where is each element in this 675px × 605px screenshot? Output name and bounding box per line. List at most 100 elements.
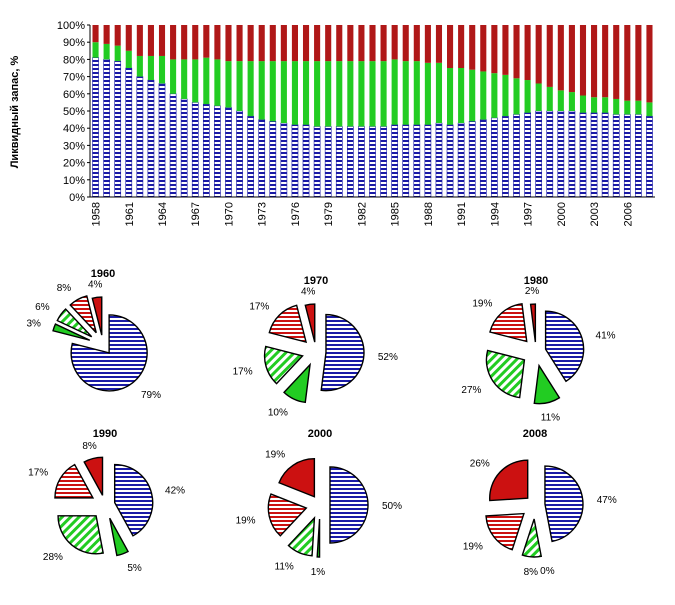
bar-segment-blue	[601, 112, 609, 198]
pie-slice-label: 10%	[268, 408, 288, 419]
bar-segment-green	[247, 61, 254, 117]
bar-segment-blue	[147, 79, 155, 198]
bar-segment-red	[325, 25, 332, 62]
x-tick-label: 1958	[91, 202, 103, 226]
y-tick-label: 20%	[63, 158, 85, 170]
bar-segment-red	[103, 25, 110, 44]
pie-slice-label: 5%	[127, 563, 142, 574]
bar-segment-red	[192, 25, 199, 60]
pie-slice-label: 6%	[35, 302, 50, 313]
bar-segment-blue	[346, 126, 354, 198]
bar-segment-green	[225, 61, 232, 108]
bar-segment-green	[103, 43, 110, 60]
pie-slice-label: 17%	[28, 467, 48, 478]
bar-segment-blue	[202, 103, 210, 198]
bar-segment-blue	[247, 115, 254, 198]
bar-segment-red	[369, 25, 376, 62]
bar-segment-blue	[623, 114, 631, 198]
bar-segment-blue	[524, 112, 531, 198]
bar-segment-red	[635, 25, 642, 101]
bar-segment-green	[192, 59, 199, 103]
y-tick-label: 0%	[69, 192, 85, 204]
pie-slice-label: 19%	[236, 515, 256, 526]
pie-slice-label: 2%	[525, 286, 540, 297]
pie-2000: 2000 50% 1% 11% 19% 19%	[236, 428, 403, 578]
x-tick-label: 2006	[622, 202, 634, 226]
pie-slice-green-hatched	[56, 308, 93, 338]
bar-segment-green	[214, 59, 221, 106]
bar-segment-red	[546, 25, 553, 87]
bar-segment-green	[258, 61, 265, 120]
bar-segment-red	[568, 25, 575, 93]
bar-segment-blue	[413, 124, 421, 198]
bar-segment-red	[358, 25, 365, 62]
pie-title: 2008	[523, 428, 547, 440]
bar-segment-green	[147, 55, 154, 81]
stacked-bar-chart: 0%10%20%30%40%50%60%70%80%90%100% 1958 19…	[9, 20, 655, 226]
pie-slice-label: 8%	[57, 283, 72, 294]
bar-segment-red	[214, 25, 221, 60]
bar-segment-blue	[258, 119, 266, 198]
bar-segment-blue	[491, 117, 498, 198]
pie-slice-blue-hatched	[320, 313, 365, 392]
pie-slice-green-hatched	[263, 345, 304, 385]
bar-segment-green	[291, 61, 298, 125]
pie-slice-label: 8%	[524, 567, 539, 578]
bar-segment-green	[591, 97, 598, 113]
x-tick-label: 2003	[589, 202, 601, 226]
x-tick-label: 1973	[257, 202, 269, 226]
pie-slice-red-solid	[278, 458, 316, 498]
x-tick-label: 1961	[124, 202, 136, 226]
x-tick-label: 1988	[423, 202, 435, 226]
bar-segment-blue	[313, 126, 321, 198]
pie-slice-red-hatched	[69, 295, 97, 334]
pie-slice-green-solid	[316, 518, 321, 558]
bar-segment-red	[458, 25, 465, 68]
bar-segment-red	[92, 25, 99, 43]
bar-segment-red	[125, 25, 132, 51]
bar-segment-blue	[579, 112, 587, 198]
bar-segment-green	[358, 61, 365, 127]
pie-title: 1980	[524, 275, 548, 287]
bar-segment-blue	[358, 126, 365, 198]
pie-slice-green-hatched	[57, 515, 105, 555]
pie-slice-label: 19%	[472, 298, 492, 309]
bar-segment-blue	[391, 124, 399, 198]
pie-slice-label: 27%	[461, 385, 481, 396]
pie-1960: 1960 79% 3% 6% 8% 4%	[26, 268, 161, 401]
bar-segment-blue	[535, 110, 543, 198]
pie-slice-green-hatched	[287, 515, 316, 557]
y-axis-label: Ликвидный запас, %	[9, 56, 21, 169]
bar-segment-green	[269, 61, 276, 122]
bar-segment-red	[491, 25, 498, 74]
pie-slice-label: 41%	[596, 331, 616, 342]
pie-1980: 1980 41% 11% 27% 19% 2%	[461, 275, 615, 423]
pie-1990: 1990 42% 5% 28% 17% 8%	[28, 428, 185, 574]
y-tick-labels: 0% 10% 20% 30% 40% 50% 60% 70% 80% 90% 100%	[57, 20, 90, 204]
bar-segment-blue	[92, 57, 99, 198]
bar-segment-green	[314, 61, 321, 127]
bar-segment-green	[480, 71, 487, 120]
bar-segment-green	[280, 61, 287, 124]
bar-segment-blue	[158, 83, 166, 198]
bar-segment-blue	[125, 67, 133, 198]
bar-segment-blue	[280, 122, 288, 198]
bar-segment-red	[447, 25, 454, 68]
x-tick-label: 1991	[456, 202, 468, 226]
bar-segment-red	[413, 25, 420, 62]
bar-segment-green	[170, 59, 177, 94]
bar-segment-green	[602, 97, 609, 113]
bar-segment-green	[624, 100, 631, 115]
bar-segment-blue	[612, 114, 620, 198]
pie-slice-label: 4%	[301, 286, 316, 297]
x-tick-label: 1970	[223, 202, 235, 226]
bar-segment-red	[435, 25, 443, 63]
pie-slice-label: 47%	[597, 495, 617, 506]
bar-segment-red	[613, 25, 620, 99]
bar-segment-green	[557, 90, 564, 111]
bar-segment-green	[136, 55, 143, 77]
bar-segment-green	[435, 62, 443, 124]
bar-segment-red	[247, 25, 254, 62]
bar-segment-green	[125, 50, 132, 68]
pie-slice-label: 0%	[540, 566, 555, 577]
